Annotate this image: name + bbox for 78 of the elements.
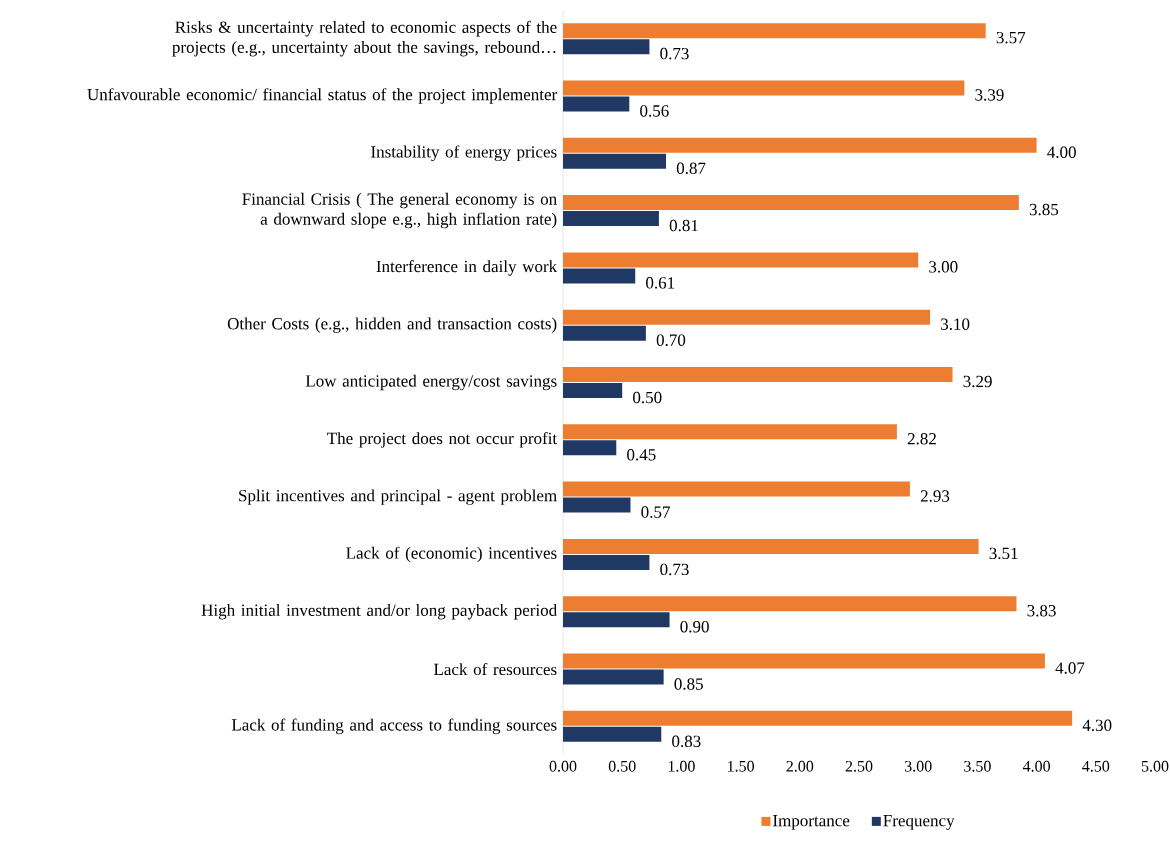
data-label: 0.50	[633, 391, 662, 404]
data-label: 0.87	[676, 162, 706, 175]
bar	[563, 653, 1045, 669]
bar	[563, 325, 646, 341]
x-tick-label: 2.50	[845, 760, 873, 772]
bar	[563, 252, 919, 268]
bar	[563, 554, 650, 570]
data-label: 0.61	[646, 277, 675, 289]
bar	[563, 596, 1017, 612]
bar	[563, 137, 1037, 153]
bar	[563, 96, 630, 112]
x-tick-label: 0.00	[549, 760, 577, 772]
data-label: 2.82	[907, 433, 936, 445]
bar	[563, 195, 1019, 211]
bar	[563, 612, 670, 628]
data-label: 4.30	[1082, 719, 1112, 732]
data-label: 0.85	[674, 678, 703, 690]
bar	[563, 726, 662, 742]
bar	[563, 497, 631, 513]
y-tick-label: Interference in daily work	[376, 260, 558, 276]
y-tick-label: Lack of funding and access to funding sources	[231, 718, 557, 735]
x-tick-label: 5.00	[1141, 760, 1169, 772]
bar	[563, 367, 953, 382]
y-tick-label: The project does not occur profit	[327, 432, 558, 448]
data-label: 4.07	[1055, 662, 1085, 674]
y-tick-label: Other Costs (e.g., hidden and transaction costs)	[227, 317, 557, 333]
y-tick-label: Unfavourable economic/ financial status of the project implementer	[87, 88, 558, 104]
data-label: 0.45	[627, 449, 656, 461]
y-tick-label: Instability of energy prices	[371, 145, 557, 162]
y-tick-label: Financial Crisis ( The general economy is on a downward slope e.g., high inflation rate)	[242, 192, 557, 229]
data-label: 0.73	[660, 563, 689, 576]
bar	[563, 440, 617, 456]
bar	[563, 153, 667, 169]
data-label: 0.70	[656, 334, 686, 346]
y-tick-label: Risks & uncertainty related to economic aspects of the projects (e.g., uncertainty about the savings, rebound…	[172, 20, 557, 57]
bar	[563, 538, 979, 554]
y-tick-label: Lack of resources	[433, 662, 557, 676]
data-label: 0.56	[640, 105, 669, 117]
x-tick-label: 3.50	[964, 760, 991, 772]
bar	[563, 710, 1073, 726]
x-tick-label: 3.00	[904, 760, 932, 772]
bar	[563, 481, 910, 497]
x-tick-label: 2.00	[786, 760, 814, 772]
x-tick-label: 1.00	[668, 760, 695, 772]
data-label: 3.10	[941, 318, 970, 330]
data-label: 2.93	[920, 490, 950, 502]
y-tick-label: Low anticipated energy/cost savings	[305, 374, 557, 391]
legend-label: Importance	[773, 815, 850, 830]
x-tick-label: 4.50	[1082, 760, 1110, 772]
data-label: 0.81	[669, 219, 698, 232]
data-label: 3.85	[1029, 203, 1059, 216]
legend-label: Frequency	[883, 815, 955, 830]
bar	[563, 80, 965, 96]
data-label: 0.73	[660, 47, 689, 60]
data-label: 3.29	[963, 375, 992, 388]
data-label: 0.83	[672, 735, 701, 748]
data-label: 3.57	[996, 31, 1026, 44]
bar	[563, 309, 931, 325]
x-tick-label: 0.50	[608, 760, 636, 772]
y-tick-label: Split incentives and principal - agent problem	[239, 489, 557, 505]
x-tick-label: 1.50	[728, 760, 754, 772]
data-label: 3.00	[929, 261, 958, 273]
bar	[563, 424, 897, 440]
bar	[563, 39, 650, 55]
data-label: 0.57	[641, 506, 670, 518]
data-label: 0.90	[680, 620, 709, 633]
y-tick-label: Lack of (economic) incentives	[346, 546, 557, 563]
x-tick-label: 4.00	[1022, 760, 1050, 772]
y-tick-label: High initial investment and/or long payback period	[201, 604, 557, 620]
data-label: 3.39	[975, 89, 1004, 101]
bar	[563, 268, 636, 284]
bar	[563, 211, 659, 227]
bar	[563, 669, 664, 685]
bar	[563, 383, 623, 398]
data-label: 4.00	[1047, 146, 1076, 159]
bar	[563, 23, 986, 39]
data-label: 3.51	[989, 547, 1018, 560]
data-label: 3.83	[1027, 604, 1056, 617]
